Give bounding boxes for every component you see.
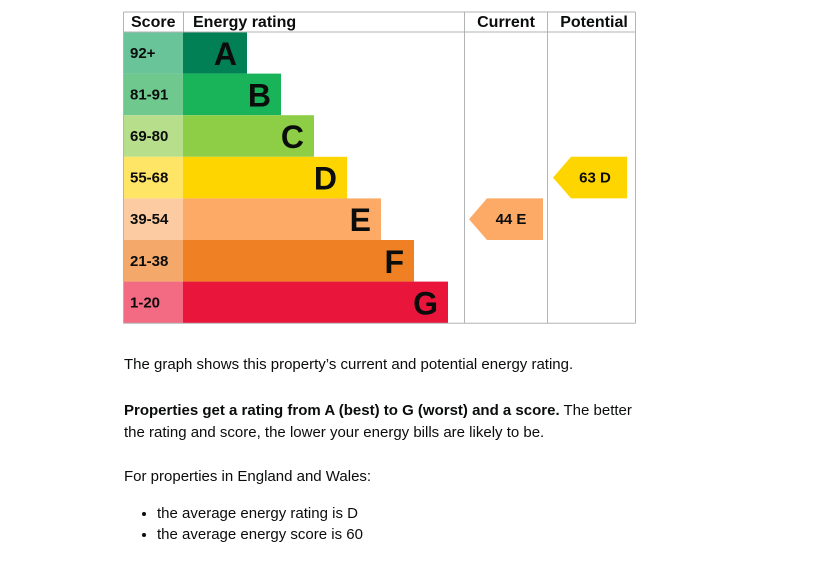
band-bar-f xyxy=(183,240,414,282)
score-range-f: 21-38 xyxy=(130,253,168,270)
score-range-e: 39-54 xyxy=(130,211,169,228)
band-letter-b: B xyxy=(248,77,271,113)
rating-arrows: 44 E 63 D xyxy=(469,156,627,240)
current-arrow-label: 44 E xyxy=(496,211,527,228)
potential-arrow-label: 63 D xyxy=(579,170,611,187)
average-list: the average energy rating is D the avera… xyxy=(124,503,363,545)
band-bar-b xyxy=(183,73,281,116)
score-cell-a xyxy=(123,32,183,74)
score-range-c: 69-80 xyxy=(130,128,168,145)
current-arrow xyxy=(469,198,543,240)
band-letter-g: G xyxy=(413,285,438,321)
header-potential: Potential xyxy=(560,14,628,31)
score-cell-d xyxy=(123,156,183,199)
header-row: Score Energy rating Current Potential xyxy=(131,14,628,31)
band-letter-a: A xyxy=(214,36,237,72)
band-bar-e xyxy=(183,198,381,240)
rating-paragraph: Properties get a rating from A (best) to… xyxy=(124,400,654,444)
intro-text: The graph shows this property’s current … xyxy=(124,356,574,373)
rating-text: Properties get a rating from A (best) to… xyxy=(124,400,654,444)
header-energy-rating: Energy rating xyxy=(193,14,296,31)
score-cell-c xyxy=(123,115,183,157)
score-cell-f xyxy=(123,240,183,282)
intro-paragraph: The graph shows this property’s current … xyxy=(124,354,654,376)
average-score-item: the average energy score is 60 xyxy=(157,524,363,545)
rating-text-bold: Properties get a rating from A (best) to… xyxy=(124,402,560,419)
band-bar-g xyxy=(183,281,448,324)
score-range-g: 1-20 xyxy=(130,294,160,311)
epc-chart: Score Energy rating Current Potential 92… xyxy=(123,11,636,324)
score-cell-g xyxy=(123,281,183,324)
region-text: For properties in England and Wales: xyxy=(124,468,372,485)
header-score: Score xyxy=(131,14,176,31)
rating-text-rest: The better the rating and score, the low… xyxy=(124,402,632,441)
band-letter-c: C xyxy=(281,119,304,155)
rating-bands: 92+ A 81-91 B 69-80 C 55-68 D 39-54 E 21-38 F 1-20 G xyxy=(123,32,448,324)
score-cell-e xyxy=(123,198,183,240)
score-cell-b xyxy=(123,73,183,116)
band-letter-f: F xyxy=(384,244,404,280)
band-bar-a xyxy=(183,32,247,74)
header-current: Current xyxy=(477,14,535,31)
region-paragraph: For properties in England and Wales: xyxy=(124,466,654,488)
score-range-b: 81-91 xyxy=(130,86,168,103)
band-letter-d: D xyxy=(314,161,337,197)
score-range-d: 55-68 xyxy=(130,170,168,187)
band-bar-d xyxy=(183,156,347,199)
band-letter-e: E xyxy=(350,202,371,238)
band-bar-c xyxy=(183,115,314,157)
average-rating-item: the average energy rating is D xyxy=(157,503,363,524)
table-lines xyxy=(123,11,636,324)
score-range-a: 92+ xyxy=(130,45,156,62)
potential-arrow xyxy=(553,156,627,199)
